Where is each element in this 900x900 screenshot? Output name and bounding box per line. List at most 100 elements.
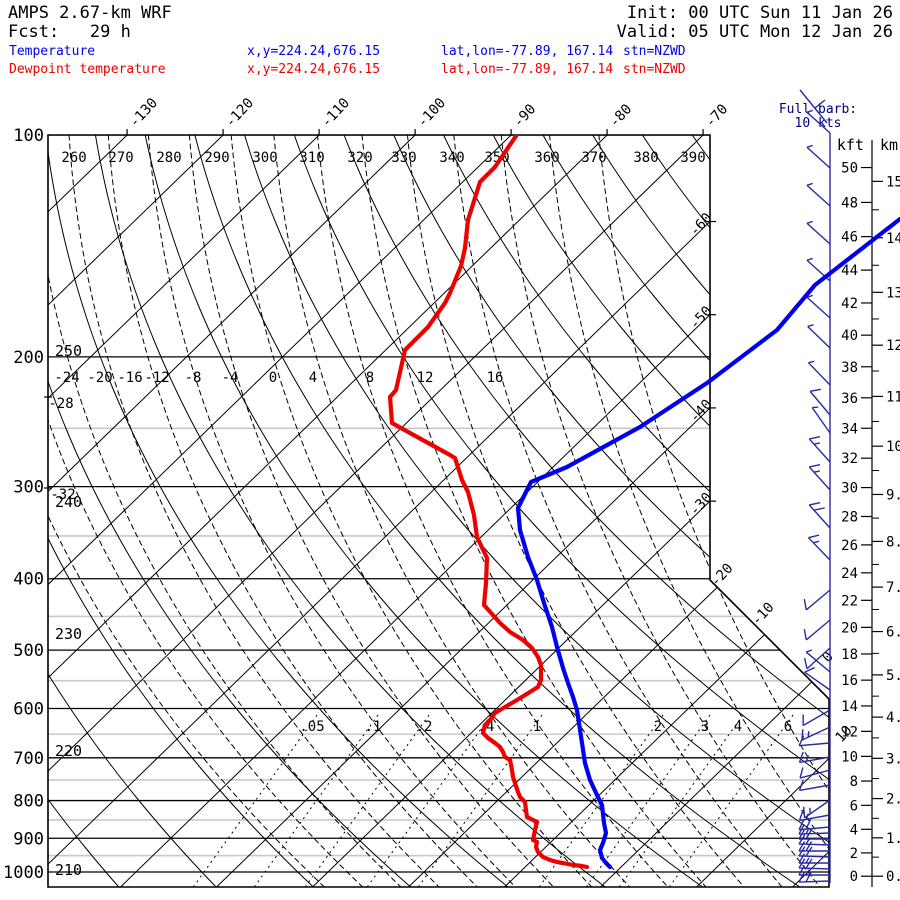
svg-text:320: 320 (347, 150, 372, 166)
svg-text:km: km (880, 136, 898, 154)
svg-text:16: 16 (487, 370, 504, 386)
svg-text:-120: -120 (222, 95, 257, 131)
svg-text:12: 12 (417, 370, 434, 386)
svg-text:50: 50 (841, 161, 858, 177)
svg-text:360: 360 (534, 150, 559, 166)
svg-text:32: 32 (841, 451, 858, 467)
svg-text:-70: -70 (702, 101, 731, 130)
svg-text:0: 0 (819, 649, 836, 666)
pressure-gridlines-major (48, 135, 829, 873)
temperature-xy-value: x,y=224.24,676.15 (247, 44, 381, 59)
temperature-legend-label: Temperature (9, 44, 96, 59)
svg-text:3.: 3. (886, 751, 900, 767)
svg-text:36: 36 (841, 391, 858, 407)
svg-text:270: 270 (108, 150, 133, 166)
svg-text:310: 310 (299, 150, 324, 166)
svg-text:4: 4 (850, 822, 858, 838)
plot-border (47, 134, 830, 888)
svg-text:-110: -110 (318, 95, 353, 131)
svg-text:4: 4 (734, 719, 742, 735)
svg-text:2: 2 (654, 719, 662, 735)
svg-text:1.: 1. (886, 831, 900, 847)
svg-text:1000: 1000 (3, 863, 44, 883)
svg-text:-20: -20 (708, 561, 737, 590)
svg-text:6: 6 (850, 798, 858, 814)
svg-text:42: 42 (841, 296, 858, 312)
svg-text:30: 30 (841, 481, 858, 497)
moist-adiabat-labels: -24 -20 -16 -12 -8 -4 0 4 8 12 16 -28 -32 (48, 370, 503, 503)
svg-text:2: 2 (850, 846, 858, 862)
svg-text:-60: -60 (687, 210, 716, 239)
svg-text:900: 900 (13, 829, 44, 849)
svg-text:220: 220 (55, 742, 82, 760)
pressure-axis-labels: 100 200 300 400 500 600 700 800 900 1000 (3, 126, 44, 883)
svg-text:20: 20 (841, 620, 858, 636)
svg-text:200: 200 (13, 348, 44, 368)
svg-text:16: 16 (841, 673, 858, 689)
svg-text:600: 600 (13, 699, 44, 719)
svg-text:-24: -24 (54, 370, 79, 386)
svg-text:kft: kft (837, 136, 864, 154)
svg-text:280: 280 (156, 150, 181, 166)
svg-text:-80: -80 (606, 101, 635, 130)
svg-text:14: 14 (841, 699, 858, 715)
svg-text:-28: -28 (48, 396, 73, 412)
moist-adiabat-lines (48, 135, 829, 887)
svg-text:-12: -12 (144, 370, 169, 386)
svg-text:300: 300 (13, 478, 44, 498)
svg-text:100: 100 (13, 126, 44, 146)
svg-text:-90: -90 (510, 101, 539, 130)
temperature-curve (515, 216, 900, 870)
svg-text:-30: -30 (687, 490, 716, 519)
svg-text:46: 46 (841, 230, 858, 246)
svg-text:400: 400 (13, 570, 44, 590)
svg-text:4: 4 (309, 370, 317, 386)
svg-text:4.: 4. (886, 710, 900, 726)
svg-text:34: 34 (841, 421, 858, 437)
svg-text:0: 0 (850, 869, 858, 885)
svg-text:8.: 8. (886, 534, 900, 550)
chart-title: AMPS 2.67-km WRF (8, 3, 172, 23)
svg-text:370: 370 (581, 150, 606, 166)
svg-text:14.: 14. (886, 231, 900, 247)
svg-text:-16: -16 (117, 370, 142, 386)
svg-text:18: 18 (841, 647, 858, 663)
svg-text:22: 22 (841, 593, 858, 609)
svg-text:340: 340 (439, 150, 464, 166)
svg-text:15.: 15. (886, 174, 900, 190)
svg-text:260: 260 (61, 150, 86, 166)
svg-text:40: 40 (841, 328, 858, 344)
dewpoint-latlon-value: lat,lon=-77.89, 167.14 (441, 62, 614, 77)
svg-text:3: 3 (701, 719, 709, 735)
isotherm-labels: -130 -120 -110 -100 -90 -80 -70-60-50-40-30-20… (44, 95, 856, 746)
dewpoint-xy-value: x,y=224.24,676.15 (247, 62, 381, 77)
svg-text:8: 8 (366, 370, 374, 386)
svg-text:210: 210 (55, 861, 82, 879)
pressure-gridlines (48, 427, 829, 857)
wind-barb-column (798, 109, 831, 883)
svg-text:380: 380 (633, 150, 658, 166)
svg-text:-20: -20 (87, 370, 112, 386)
svg-text:290: 290 (204, 150, 229, 166)
svg-text:6.: 6. (886, 625, 900, 641)
svg-text:5.: 5. (886, 668, 900, 684)
svg-text:-100: -100 (414, 95, 449, 131)
svg-text:250: 250 (55, 342, 82, 360)
temperature-latlon-value: lat,lon=-77.89, 167.14 (441, 44, 614, 59)
svg-text:-32: -32 (50, 487, 75, 503)
svg-text:-50: -50 (687, 303, 716, 332)
svg-text:10: 10 (841, 749, 858, 765)
svg-text:44: 44 (841, 263, 858, 279)
init-time-label: Init: 00 UTC Sun 11 Jan 26 (626, 3, 893, 23)
svg-text:0.: 0. (886, 869, 900, 885)
svg-text:9.: 9. (886, 487, 900, 503)
svg-text:330: 330 (391, 150, 416, 166)
svg-text:-130: -130 (126, 95, 161, 131)
mixing-ratio-labels: .05.1.2.4 1 2 3 4 6 (299, 719, 792, 735)
svg-text:-10: -10 (749, 600, 778, 629)
svg-text:6: 6 (784, 719, 792, 735)
svg-text:230: 230 (55, 625, 82, 643)
wind-barb-sample (799, 89, 828, 124)
